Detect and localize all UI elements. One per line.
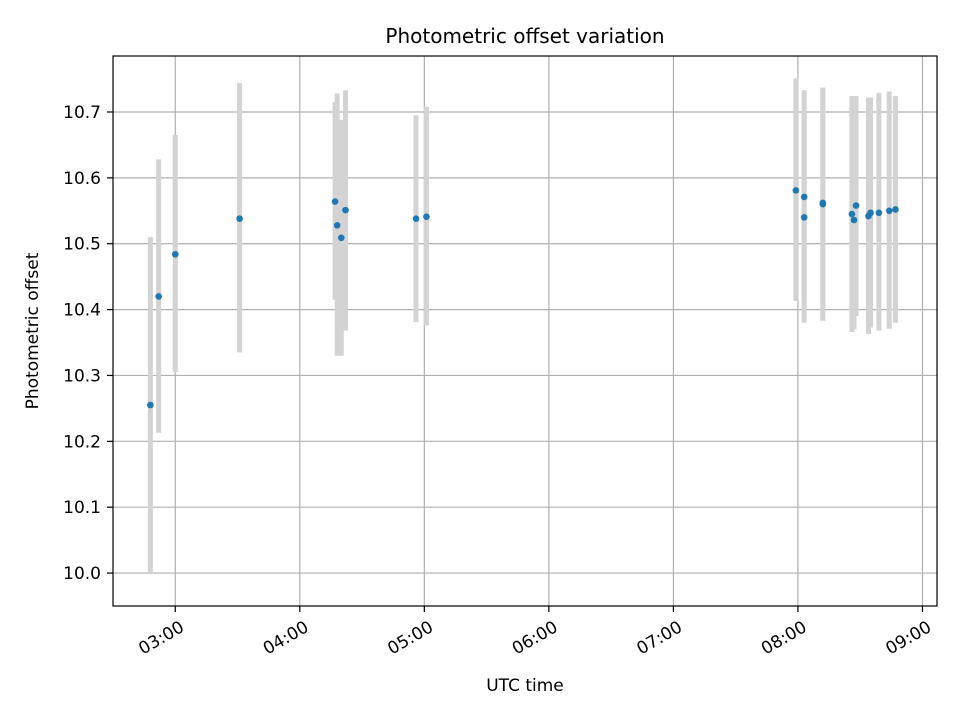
data-point	[338, 234, 345, 242]
data-point	[819, 199, 827, 207]
data-point	[423, 213, 430, 221]
y-tick-label: 10.3	[63, 366, 101, 386]
data-point	[885, 207, 893, 215]
data-point	[155, 293, 162, 300]
errorbar-layer	[147, 78, 898, 574]
y-tick-label: 10.7	[63, 103, 101, 123]
y-tick-label: 10.4	[63, 301, 101, 321]
data-point	[236, 215, 243, 222]
data-point	[848, 210, 856, 218]
data-point	[850, 216, 858, 224]
x-tick-label: 09:00	[883, 617, 935, 659]
x-tick-label: 04:00	[260, 617, 312, 659]
data-point	[171, 250, 179, 258]
x-tick-label: 08:00	[758, 617, 810, 659]
y-tick-label: 10.0	[63, 564, 101, 584]
y-tick-label: 10.2	[63, 432, 101, 452]
point-layer	[147, 187, 899, 409]
grid-layer	[113, 56, 937, 606]
data-point	[333, 221, 341, 229]
x-tick-label: 03:00	[135, 617, 187, 659]
x-axis-label: UTC time	[486, 676, 564, 696]
data-point	[412, 215, 420, 222]
chart-title: Photometric offset variation	[385, 24, 664, 48]
y-axis-label: Photometric offset	[23, 252, 43, 409]
data-point	[792, 187, 800, 194]
y-tick-label: 10.6	[63, 169, 101, 189]
x-tick-label: 06:00	[509, 617, 561, 659]
data-point	[147, 401, 154, 409]
data-point	[342, 206, 349, 214]
data-point	[852, 202, 860, 209]
data-point	[875, 209, 883, 217]
plot-frame	[112, 55, 938, 607]
data-point	[331, 198, 339, 205]
y-tick-label: 10.1	[63, 498, 101, 518]
data-point	[800, 214, 808, 221]
axes-layer	[112, 55, 938, 607]
data-point	[892, 206, 899, 213]
y-tick-label: 10.5	[63, 235, 101, 255]
x-tick-label: 05:00	[384, 617, 436, 659]
data-point	[800, 193, 808, 201]
data-point	[867, 209, 874, 217]
x-tick-label: 07:00	[633, 617, 685, 659]
